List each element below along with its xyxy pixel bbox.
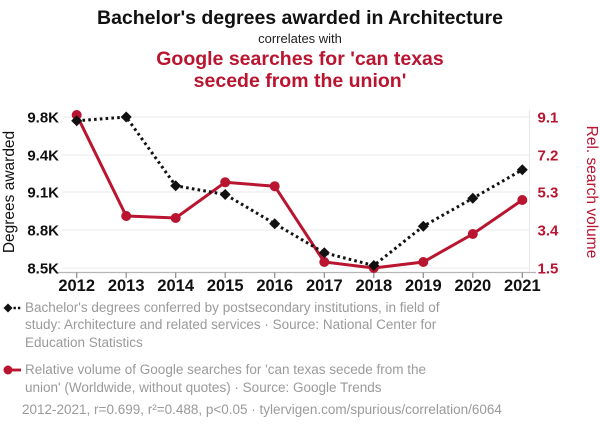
page-title: Bachelor's degrees awarded in Architectu… bbox=[97, 7, 503, 29]
data-point-circle bbox=[220, 177, 231, 188]
legend-item-degrees: Bachelor's degrees conferred by postseco… bbox=[3, 299, 597, 351]
data-point-circle bbox=[71, 110, 82, 120]
red-circle-line-icon bbox=[3, 365, 21, 375]
black-diamond-dotted-line-icon bbox=[3, 303, 21, 313]
right-axis-tick-label: 3.4 bbox=[538, 223, 560, 240]
footer-stats: 2012-2021, r=0.699, r²=0.488, p<0.05 · t… bbox=[22, 402, 502, 417]
x-axis-tick-label: 2015 bbox=[207, 277, 244, 295]
data-point-circle bbox=[517, 195, 528, 205]
data-point-diamond bbox=[219, 189, 231, 200]
data-point-circle bbox=[467, 229, 478, 239]
x-axis-tick-label: 2021 bbox=[504, 277, 541, 295]
x-axis-tick-label: 2013 bbox=[108, 277, 145, 295]
left-axis-tick-label: 8.8K bbox=[27, 223, 59, 240]
data-point-circle bbox=[319, 257, 330, 267]
data-point-diamond bbox=[516, 164, 528, 176]
data-point-diamond bbox=[467, 192, 479, 204]
left-axis-tick-label: 9.4K bbox=[27, 148, 59, 165]
gridlines bbox=[62, 110, 530, 273]
data-point-circle bbox=[170, 213, 181, 223]
legend-item-search: Relative volume of Google searches for '… bbox=[3, 361, 597, 396]
data-point-diamond bbox=[269, 218, 281, 230]
x-axis-tick-label: 2018 bbox=[355, 277, 392, 295]
left-axis-tick-label: 8.5K bbox=[27, 261, 59, 278]
x-axis-tick-label: 2017 bbox=[306, 277, 343, 295]
correlates-with-label: correlates with bbox=[258, 31, 342, 46]
legend-text-degrees: Bachelor's degrees conferred by postseco… bbox=[25, 300, 440, 350]
right-axis-tick-label: 5.3 bbox=[538, 185, 559, 202]
legend: Bachelor's degrees conferred by postseco… bbox=[3, 299, 597, 406]
data-point-diamond bbox=[71, 115, 83, 127]
x-axis-tick-label: 2016 bbox=[256, 277, 293, 295]
data-point-diamond bbox=[120, 111, 132, 123]
series-degrees bbox=[71, 111, 528, 271]
x-axis: 2012 2013 2014 2015 2016 2017 2018 2019 2020 2021 bbox=[58, 271, 541, 295]
x-axis-tick-label: 2020 bbox=[454, 277, 491, 295]
data-point-diamond bbox=[318, 247, 330, 259]
right-axis-tick-label: 9.1 bbox=[538, 110, 559, 127]
right-axis-tick-label: 1.5 bbox=[538, 261, 559, 278]
data-point-diamond bbox=[170, 180, 182, 192]
x-axis-tick-label: 2019 bbox=[405, 277, 442, 295]
data-point-diamond bbox=[417, 220, 429, 232]
correlation-chart: 2012 2013 2014 2015 2016 2017 2018 2019 2020 2021… bbox=[1, 110, 600, 296]
left-axis-tick-label: 9.8K bbox=[27, 110, 59, 127]
secondary-title: Google searches for 'can texas secede fr… bbox=[156, 48, 444, 92]
right-axis-title: Rel. search volume bbox=[583, 126, 600, 259]
left-axis-tick-label: 9.1K bbox=[27, 185, 59, 202]
data-point-circle bbox=[121, 211, 132, 221]
legend-text-search: Relative volume of Google searches for '… bbox=[25, 362, 427, 395]
data-point-circle bbox=[418, 257, 429, 267]
right-axis-tick-label: 7.2 bbox=[538, 148, 559, 165]
data-point-circle bbox=[269, 181, 280, 192]
x-axis-tick-label: 2012 bbox=[58, 277, 95, 295]
left-axis-title: Degrees awarded bbox=[1, 131, 18, 253]
x-axis-tick-label: 2014 bbox=[157, 277, 195, 295]
data-point-diamond bbox=[368, 260, 380, 271]
